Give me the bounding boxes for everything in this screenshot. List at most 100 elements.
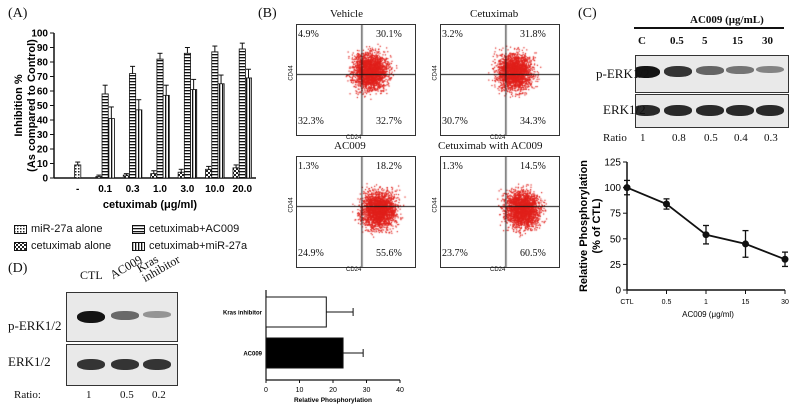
- bar: [177, 171, 185, 179]
- panel-label-c: (C): [578, 6, 597, 21]
- chart-a-legend: miR-27a alone cetuximab alone cetuximab+…: [14, 223, 264, 257]
- x-tick-label: 15: [742, 299, 750, 306]
- blot-band: [726, 105, 754, 116]
- flow-quadrant-ul: 1.3%: [298, 161, 319, 172]
- bar: [156, 58, 164, 179]
- legend-swatch-mir27a: [14, 224, 27, 234]
- flow-quadrant-lr: 60.5%: [520, 248, 546, 259]
- blot-band: [756, 105, 784, 116]
- x-axis-label: cetuximab (μg/ml): [103, 199, 197, 211]
- legend-swatch-cetuximab-mir27a: [132, 241, 145, 251]
- blot-band: [77, 311, 105, 323]
- blot-c-lane-label: 5: [702, 35, 708, 47]
- flow-quadrant-ul: 3.2%: [442, 29, 463, 40]
- blot-band: [726, 66, 754, 74]
- x-tick-label: 10.0: [205, 184, 225, 195]
- blot-band: [143, 311, 171, 318]
- blot-c-ERK-strip: [635, 94, 789, 128]
- bar: [217, 83, 225, 179]
- blot-band: [696, 105, 724, 116]
- bar: [107, 118, 115, 179]
- legend-label-cetuximab-ac009: cetuximab+AC009: [149, 223, 240, 235]
- blot-band: [756, 66, 784, 74]
- legend-item-cetuximab: cetuximab alone: [14, 240, 111, 252]
- blot-c-ratio-label: Ratio: [603, 132, 627, 144]
- flow-quadrant-ll: 23.7%: [442, 248, 468, 259]
- x-tick-label: 0.3: [126, 184, 140, 195]
- x-tick-label: 0: [264, 387, 268, 394]
- legend-item-cetuximab-ac009: cetuximab+AC009: [132, 223, 239, 235]
- legend-label-cetuximab-mir27a: cetuximab+miR-27a: [149, 240, 248, 252]
- y-tick-label: 10: [37, 159, 49, 170]
- y-tick-label: 75: [610, 209, 622, 220]
- x-tick-label: 1.0: [153, 184, 167, 195]
- series-line: [626, 186, 786, 261]
- bar: [74, 164, 82, 179]
- legend-swatch-cetuximab: [14, 241, 27, 251]
- blot-c-lane-label: 0.5: [670, 35, 684, 47]
- y-category-label: Kras inhibitor: [223, 311, 263, 317]
- blot-c-lane-label: 15: [732, 35, 743, 47]
- y-tick-label: 0: [42, 174, 48, 185]
- chart-c-line: 0 25 50 75 100 125 CTL 0.5 1 15 30 AC009 (μg/ml) Rel…: [578, 158, 789, 320]
- data-point: [742, 240, 749, 248]
- flow-x-axis-label: CD24: [490, 135, 506, 141]
- blot-band: [636, 66, 660, 78]
- y-tick-label: 40: [37, 116, 49, 127]
- blot-band: [664, 105, 692, 116]
- x-tick-label: 30: [363, 387, 371, 394]
- flow-y-axis-label: CD44: [288, 65, 295, 81]
- flow-title: Cetuximab: [470, 8, 519, 20]
- legend-item-mir27a: miR-27a alone: [14, 223, 103, 235]
- panel-label-b: (B): [258, 6, 277, 21]
- y-tick-label: 100: [31, 29, 48, 40]
- x-tick-label: 3.0: [180, 184, 194, 195]
- blot-d-ratio-value: 1: [86, 389, 92, 401]
- chart-a: 0 10 20 30 40 50 60 70 80 90 100 Inhibition % (As co…: [13, 29, 256, 211]
- panel-label-d: (D): [8, 261, 28, 276]
- blot-c-ratio-value: 0.3: [764, 132, 778, 144]
- flow-title: Vehicle: [330, 8, 363, 20]
- flow-x-axis-label: CD24: [346, 135, 362, 141]
- bar: [265, 337, 344, 369]
- blot-d-ratio-value: 0.2: [152, 389, 166, 401]
- bar: [244, 77, 252, 179]
- flow-title: AC009: [334, 140, 366, 152]
- bar: [183, 52, 191, 179]
- blot-c-row-label: ERK1/2: [603, 102, 646, 117]
- y-axis-label-2: (% of CTL): [591, 198, 603, 253]
- bar: [122, 174, 130, 179]
- x-tick-label: 30: [781, 299, 789, 306]
- blot-c-lane-label: C: [638, 35, 646, 47]
- bar: [211, 51, 219, 179]
- x-tick-label: 20.0: [233, 184, 253, 195]
- y-tick-label: 80: [37, 58, 49, 69]
- flow-quadrant-lr: 32.7%: [376, 116, 402, 127]
- x-tick-label: CTL: [620, 299, 633, 306]
- legend-swatch-cetuximab-ac009: [132, 224, 145, 234]
- blot-band: [111, 359, 139, 370]
- flow-quadrant-ll: 24.9%: [298, 248, 324, 259]
- blot-d-ratio-label: Ratio:: [14, 389, 41, 401]
- flow-title: Cetuximab with AC009: [438, 140, 543, 152]
- bar: [150, 173, 158, 179]
- blot-d-row-label: p-ERK1/2: [8, 318, 62, 333]
- y-tick-label: 125: [604, 158, 621, 169]
- blot-d: CTL AC009 Kras inhibitor p-ERK1/2 ERK1/2 R…: [0, 252, 182, 406]
- flow-quadrant-lr: 34.3%: [520, 116, 546, 127]
- y-axis-label-2: (As compared to Control): [26, 39, 38, 172]
- flow-x-axis-label: CD24: [490, 267, 506, 273]
- blot-d-row-label: ERK1/2: [8, 354, 51, 369]
- y-category-label: AC009: [243, 352, 262, 358]
- blot-c-lane-label: 30: [762, 35, 773, 47]
- blot-d-lane-label: CTL: [80, 268, 103, 282]
- y-tick-label: 20: [37, 145, 49, 156]
- blot-c-treatment: AC009 (μg/mL): [690, 14, 764, 26]
- bar: [265, 296, 327, 328]
- y-tick-label: 70: [37, 72, 49, 83]
- blot-band: [696, 66, 724, 75]
- x-tick-label: 10: [296, 387, 304, 394]
- x-tick-label: 1: [704, 299, 708, 306]
- y-tick-label: 30: [37, 130, 49, 141]
- data-point: [663, 200, 670, 208]
